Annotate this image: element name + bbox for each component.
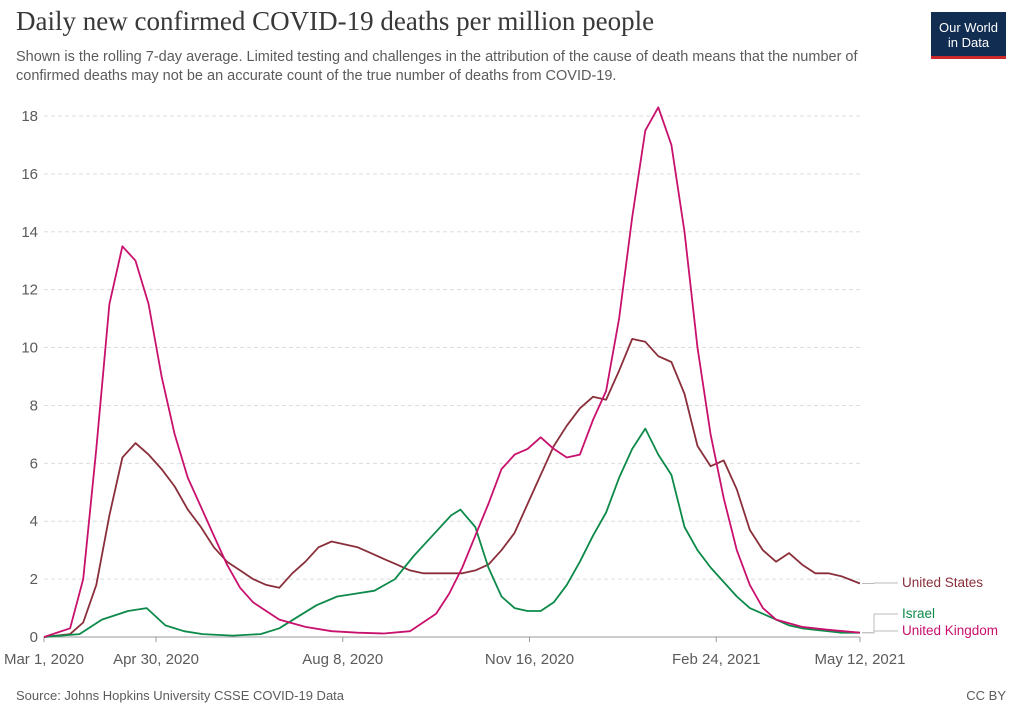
series-label-leader [862,613,898,634]
y-tick-label: 10 [21,340,38,357]
chart-subtitle: Shown is the rolling 7-day average. Limi… [16,49,858,84]
y-tick-label: 6 [30,455,38,472]
series-label-leader [862,582,898,584]
series-label: United States [902,575,983,590]
y-tick-label: 18 [21,108,38,125]
x-tick-label: Aug 8, 2020 [302,651,383,668]
y-tick-label: 4 [30,513,38,530]
series-label: Israel [902,606,935,621]
logo-line-2: in Data [947,35,990,50]
x-tick-label: Nov 16, 2020 [485,651,574,668]
our-world-in-data-logo[interactable]: Our World in Data [931,12,1006,59]
x-tick-label: May 12, 2021 [815,651,906,668]
x-tick-label: Feb 24, 2021 [672,651,760,668]
x-tick-label: Mar 1, 2020 [4,651,84,668]
chart-title: Daily new confirmed COVID-19 deaths per … [16,6,655,36]
x-tick-label: Apr 30, 2020 [113,651,199,668]
y-tick-label: 16 [21,166,38,183]
license-label[interactable]: CC BY [966,688,1006,703]
logo-line-1: Our World [939,20,998,35]
y-tick-label: 8 [30,397,38,414]
series-label-leader [862,630,898,634]
series-line [43,337,861,638]
y-tick-label: 14 [21,224,38,241]
series-line [43,427,860,638]
series-label: United Kingdom [902,623,998,638]
y-tick-label: 0 [30,629,38,646]
series-line [43,106,861,638]
y-tick-label: 2 [30,571,38,588]
y-tick-label: 12 [21,282,38,299]
source-note[interactable]: Source: Johns Hopkins University CSSE CO… [16,688,345,703]
